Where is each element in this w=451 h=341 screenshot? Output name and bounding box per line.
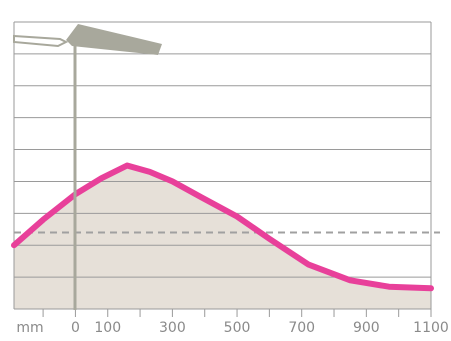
x-tick-label: 700 <box>288 320 315 336</box>
x-tick-label: 100 <box>94 320 121 336</box>
probe-blade <box>66 24 162 55</box>
x-tick-label: 900 <box>353 320 380 336</box>
curve <box>11 162 434 292</box>
x-tick-label: 500 <box>224 320 251 336</box>
x-tick-label: 0 <box>71 320 80 336</box>
area-fill <box>14 165 431 309</box>
x-tick-label: 300 <box>159 320 186 336</box>
x-unit: mm <box>16 320 43 336</box>
x-tick-label: 1100 <box>413 320 449 336</box>
probe-handle <box>13 34 69 48</box>
